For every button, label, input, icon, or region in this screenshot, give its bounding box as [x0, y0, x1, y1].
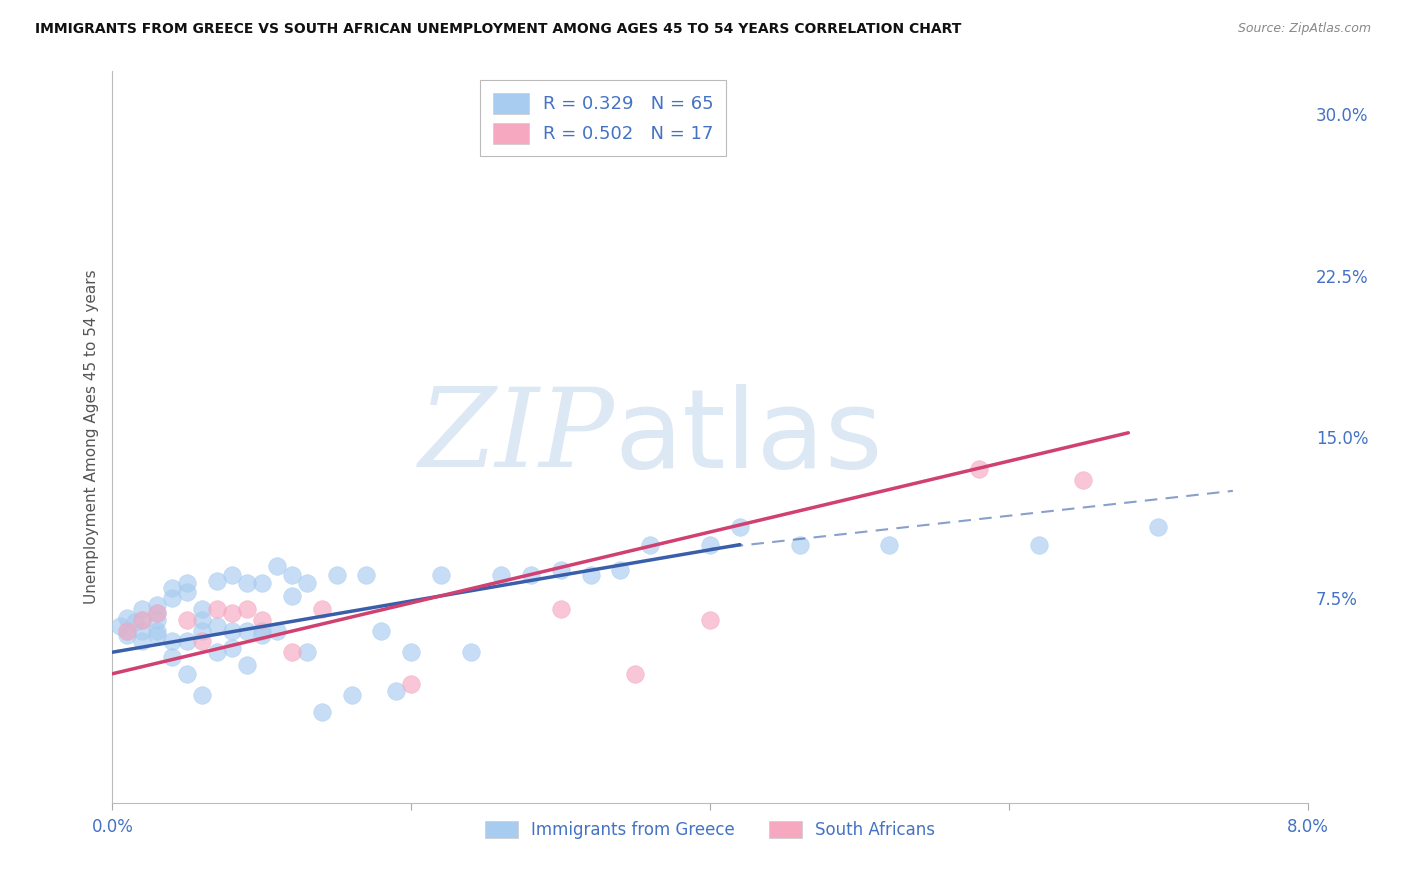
Point	[221, 640, 243, 655]
Point	[205, 645, 228, 659]
Point	[281, 567, 304, 582]
Point	[699, 613, 721, 627]
Point	[108, 619, 131, 633]
Point	[1147, 520, 1170, 534]
Text: ZIP: ZIP	[419, 384, 614, 491]
Point	[877, 538, 901, 552]
Point	[250, 624, 273, 638]
Point	[176, 634, 198, 648]
Point	[131, 634, 153, 648]
Point	[699, 538, 721, 552]
Point	[124, 615, 146, 629]
Point	[266, 559, 288, 574]
Point	[176, 576, 198, 591]
Point	[460, 645, 482, 659]
Point	[146, 613, 169, 627]
Point	[609, 564, 631, 578]
Point	[640, 538, 662, 552]
Point	[205, 574, 228, 589]
Point	[430, 567, 453, 582]
Point	[266, 624, 288, 638]
Point	[162, 591, 183, 606]
Point	[221, 607, 243, 621]
Point	[250, 576, 273, 591]
Point	[162, 649, 183, 664]
Point	[176, 585, 198, 599]
Point	[191, 602, 214, 616]
Point	[162, 581, 183, 595]
Point	[236, 602, 259, 616]
Point	[191, 688, 214, 702]
Point	[191, 613, 214, 627]
Point	[117, 624, 139, 638]
Point	[131, 624, 153, 638]
Point	[191, 624, 214, 638]
Text: IMMIGRANTS FROM GREECE VS SOUTH AFRICAN UNEMPLOYMENT AMONG AGES 45 TO 54 YEARS C: IMMIGRANTS FROM GREECE VS SOUTH AFRICAN …	[35, 22, 962, 37]
Y-axis label: Unemployment Among Ages 45 to 54 years: Unemployment Among Ages 45 to 54 years	[83, 269, 98, 605]
Point	[385, 684, 408, 698]
Point	[789, 538, 811, 552]
Point	[340, 688, 363, 702]
Point	[356, 567, 378, 582]
Text: Source: ZipAtlas.com: Source: ZipAtlas.com	[1237, 22, 1371, 36]
Point	[370, 624, 392, 638]
Point	[281, 589, 304, 603]
Point	[146, 607, 169, 621]
Point	[117, 628, 139, 642]
Point	[146, 607, 169, 621]
Legend: Immigrants from Greece, South Africans: Immigrants from Greece, South Africans	[478, 814, 942, 846]
Point	[221, 567, 243, 582]
Point	[162, 634, 183, 648]
Point	[967, 462, 990, 476]
Point	[1073, 473, 1095, 487]
Point	[579, 567, 602, 582]
Point	[489, 567, 512, 582]
Point	[117, 624, 139, 638]
Point	[325, 567, 347, 582]
Point	[295, 576, 318, 591]
Point	[311, 602, 333, 616]
Point	[176, 613, 198, 627]
Point	[131, 613, 153, 627]
Point	[401, 677, 423, 691]
Point	[117, 611, 139, 625]
Point	[550, 602, 572, 616]
Point	[550, 564, 572, 578]
Point	[131, 602, 153, 616]
Point	[401, 645, 423, 659]
Point	[520, 567, 543, 582]
Point	[236, 576, 259, 591]
Point	[295, 645, 318, 659]
Point	[146, 598, 169, 612]
Point	[146, 628, 169, 642]
Point	[146, 624, 169, 638]
Point	[176, 666, 198, 681]
Point	[250, 613, 273, 627]
Point	[205, 619, 228, 633]
Point	[1028, 538, 1050, 552]
Point	[624, 666, 647, 681]
Point	[221, 624, 243, 638]
Point	[728, 520, 751, 534]
Text: atlas: atlas	[614, 384, 883, 491]
Point	[311, 706, 333, 720]
Point	[250, 628, 273, 642]
Point	[191, 634, 214, 648]
Point	[205, 602, 228, 616]
Point	[236, 624, 259, 638]
Point	[281, 645, 304, 659]
Point	[131, 613, 153, 627]
Point	[236, 658, 259, 673]
